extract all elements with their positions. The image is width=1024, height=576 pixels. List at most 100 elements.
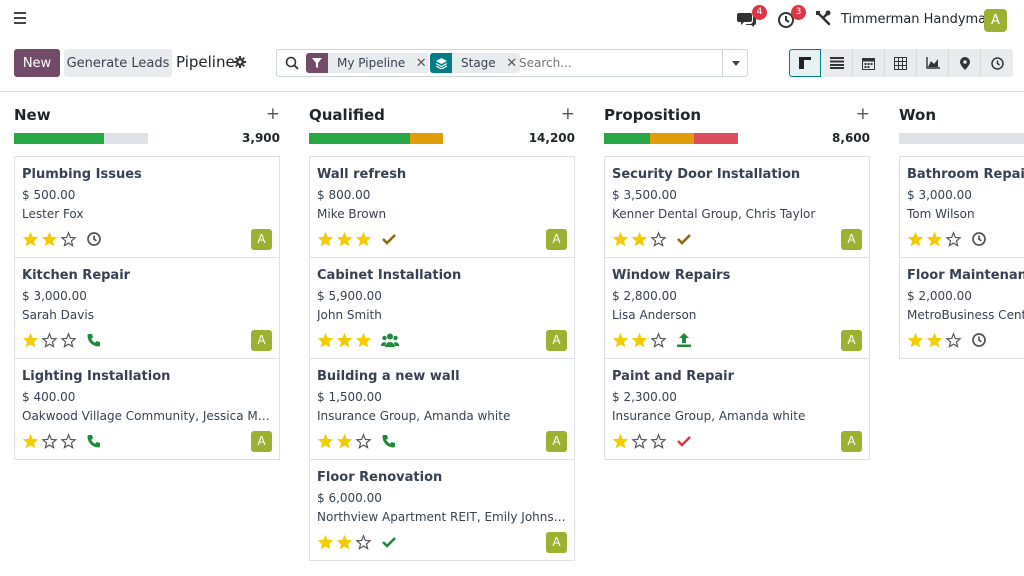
column-title[interactable]: Qualified <box>309 106 385 124</box>
column-progress-bar[interactable] <box>899 133 1024 144</box>
column-title[interactable]: Won <box>899 106 936 124</box>
progress-segment[interactable] <box>693 133 738 144</box>
remove-facet-icon[interactable]: ✕ <box>506 55 518 71</box>
star-filled-icon[interactable] <box>41 231 60 247</box>
lead-card[interactable]: Plumbing Issues $ 500.00 Lester Fox A <box>15 157 279 258</box>
star-empty-icon[interactable] <box>60 231 79 247</box>
tools-icon[interactable] <box>814 9 836 31</box>
activities-clock-icon[interactable]: 3 <box>776 5 806 31</box>
lead-card[interactable]: Floor Renovation $ 6,000.00 Northview Ap… <box>310 460 574 561</box>
activity-view-icon[interactable] <box>981 49 1013 77</box>
star-filled-icon[interactable] <box>631 332 650 348</box>
generate-leads-button[interactable]: Generate Leads <box>64 49 172 77</box>
clock-icon[interactable] <box>86 231 102 247</box>
salesperson-avatar[interactable]: A <box>546 229 567 250</box>
star-filled-icon[interactable] <box>336 332 355 348</box>
star-empty-icon[interactable] <box>60 433 79 449</box>
phone-icon[interactable] <box>381 433 397 449</box>
star-filled-icon[interactable] <box>22 332 41 348</box>
star-filled-icon[interactable] <box>336 433 355 449</box>
new-button[interactable]: New <box>14 49 60 77</box>
star-filled-icon[interactable] <box>612 332 631 348</box>
salesperson-avatar[interactable]: A <box>841 330 862 351</box>
star-filled-icon[interactable] <box>926 332 945 348</box>
search-options-toggle[interactable] <box>722 50 748 76</box>
star-empty-icon[interactable] <box>650 231 669 247</box>
progress-segment[interactable] <box>649 133 694 144</box>
add-card-plus-icon[interactable]: + <box>855 104 870 124</box>
salesperson-avatar[interactable]: A <box>546 330 567 351</box>
star-empty-icon[interactable] <box>650 433 669 449</box>
company-name[interactable]: Timmerman Handyman <box>841 12 995 27</box>
lead-card[interactable]: Lighting Installation $ 400.00 Oakwood V… <box>15 359 279 460</box>
star-filled-icon[interactable] <box>317 231 336 247</box>
star-filled-icon[interactable] <box>336 231 355 247</box>
star-filled-icon[interactable] <box>612 231 631 247</box>
salesperson-avatar[interactable]: A <box>841 431 862 452</box>
star-empty-icon[interactable] <box>631 433 650 449</box>
star-empty-icon[interactable] <box>355 433 374 449</box>
lead-card[interactable]: Building a new wall $ 1,500.00 Insurance… <box>310 359 574 460</box>
search-input[interactable] <box>519 53 719 73</box>
star-filled-icon[interactable] <box>926 231 945 247</box>
salesperson-avatar[interactable]: A <box>251 229 272 250</box>
clock-icon[interactable] <box>971 231 987 247</box>
phone-icon[interactable] <box>86 433 102 449</box>
column-title[interactable]: Proposition <box>604 106 702 124</box>
star-empty-icon[interactable] <box>945 332 964 348</box>
star-filled-icon[interactable] <box>631 231 650 247</box>
users-icon[interactable] <box>380 332 400 348</box>
progress-segment[interactable] <box>409 133 443 144</box>
check-icon[interactable] <box>381 231 397 247</box>
star-empty-icon[interactable] <box>355 534 374 550</box>
salesperson-avatar[interactable]: A <box>251 431 272 452</box>
salesperson-avatar[interactable]: A <box>546 431 567 452</box>
lead-card[interactable]: Paint and Repair $ 2,300.00 Insurance Gr… <box>605 359 869 460</box>
progress-segment[interactable] <box>309 133 410 144</box>
lead-card[interactable]: Cabinet Installation $ 5,900.00 John Smi… <box>310 258 574 359</box>
messages-icon[interactable]: 4 <box>737 5 767 31</box>
lead-card[interactable]: Wall refresh $ 800.00 Mike Brown A <box>310 157 574 258</box>
check-icon[interactable] <box>381 534 397 550</box>
star-filled-icon[interactable] <box>22 231 41 247</box>
star-filled-icon[interactable] <box>317 433 336 449</box>
star-empty-icon[interactable] <box>650 332 669 348</box>
star-empty-icon[interactable] <box>41 433 60 449</box>
salesperson-avatar[interactable]: A <box>546 532 567 553</box>
star-empty-icon[interactable] <box>41 332 60 348</box>
phone-icon[interactable] <box>86 332 102 348</box>
star-empty-icon[interactable] <box>60 332 79 348</box>
upload-icon[interactable] <box>676 332 692 348</box>
lead-card[interactable]: Window Repairs $ 2,800.00 Lisa Anderson … <box>605 258 869 359</box>
salesperson-avatar[interactable]: A <box>251 330 272 351</box>
star-filled-icon[interactable] <box>355 231 374 247</box>
check-icon[interactable] <box>676 231 692 247</box>
user-avatar[interactable]: A <box>984 9 1007 32</box>
map-view-icon[interactable] <box>949 49 981 77</box>
column-progress-bar[interactable] <box>604 133 738 144</box>
star-filled-icon[interactable] <box>612 433 631 449</box>
star-filled-icon[interactable] <box>22 433 41 449</box>
list-view-icon[interactable] <box>821 49 853 77</box>
star-filled-icon[interactable] <box>907 332 926 348</box>
column-title[interactable]: New <box>14 106 51 124</box>
check-icon[interactable] <box>676 433 692 449</box>
add-card-plus-icon[interactable]: + <box>560 104 575 124</box>
lead-card[interactable]: Floor Maintenance $ 2,000.00 MetroBusine… <box>900 258 1024 359</box>
clock-icon[interactable] <box>971 332 987 348</box>
progress-segment[interactable] <box>14 133 104 144</box>
lead-card[interactable]: Kitchen Repair $ 3,000.00 Sarah Davis A <box>15 258 279 359</box>
salesperson-avatar[interactable]: A <box>841 229 862 250</box>
star-empty-icon[interactable] <box>945 231 964 247</box>
star-filled-icon[interactable] <box>907 231 926 247</box>
lead-card[interactable]: Bathroom Repairs $ 3,000.00 Tom Wilson A <box>900 157 1024 258</box>
pivot-view-icon[interactable] <box>885 49 917 77</box>
column-progress-bar[interactable] <box>14 133 148 144</box>
gear-icon[interactable] <box>234 56 246 68</box>
remove-facet-icon[interactable]: ✕ <box>415 55 427 71</box>
progress-segment[interactable] <box>604 133 650 144</box>
graph-view-icon[interactable] <box>917 49 949 77</box>
calendar-view-icon[interactable] <box>853 49 885 77</box>
kanban-view-icon[interactable] <box>789 49 821 77</box>
lead-card[interactable]: Security Door Installation $ 3,500.00 Ke… <box>605 157 869 258</box>
